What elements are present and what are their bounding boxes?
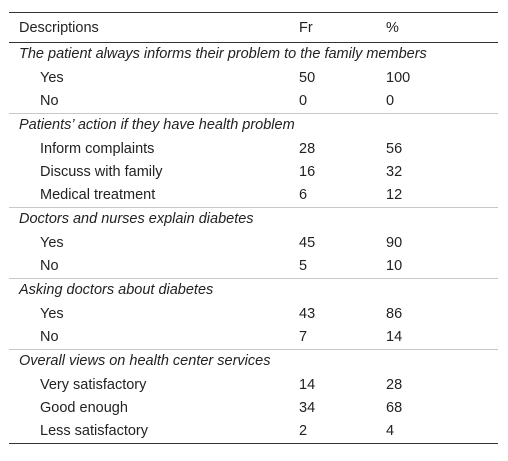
table-body: The patient always informs their problem… xyxy=(9,43,498,445)
row-fr: 7 xyxy=(299,328,308,345)
row-percent: 68 xyxy=(386,399,403,416)
table-row: No 7 14 xyxy=(9,326,498,350)
section-title: Patients’ action if they have health pro… xyxy=(9,112,498,138)
table-row: Good enough 34 68 xyxy=(9,396,498,419)
row-fr: 0 xyxy=(299,92,308,109)
row-label: Yes xyxy=(40,305,64,322)
table-row: Medical treatment 6 12 xyxy=(9,184,498,208)
row-label: Less satisfactory xyxy=(9,419,299,445)
section-title: Asking doctors about diabetes xyxy=(9,277,498,303)
section-title: Overall views on health center services xyxy=(9,348,498,374)
section-row: Overall views on health center services xyxy=(9,348,498,374)
header-row: Descriptions Fr % xyxy=(9,12,498,43)
row-label: Discuss with family xyxy=(40,163,163,180)
row-label: Very satisfactory xyxy=(40,376,147,393)
row-label: Good enough xyxy=(40,399,128,416)
row-label: Yes xyxy=(40,69,64,86)
row-fr: 34 xyxy=(299,399,316,416)
table-row: Yes 50 100 xyxy=(9,66,498,89)
row-fr: 50 xyxy=(299,69,316,86)
table-row: Yes 43 86 xyxy=(9,302,498,325)
row-fr: 43 xyxy=(299,305,316,322)
row-percent: 10 xyxy=(386,258,403,275)
section-row: Patients’ action if they have health pro… xyxy=(9,112,498,138)
row-label: No xyxy=(40,258,59,275)
table-row: Inform complaints 28 56 xyxy=(9,137,498,160)
table-header: Descriptions Fr % xyxy=(9,12,498,43)
row-percent: 14 xyxy=(386,328,403,345)
section-title: Doctors and nurses explain diabetes xyxy=(9,207,498,232)
table-row: Yes 45 90 xyxy=(9,231,498,254)
row-label: No xyxy=(40,92,59,109)
row-label: Inform complaints xyxy=(40,140,155,157)
header-percent: % xyxy=(386,19,399,36)
row-label: Medical treatment xyxy=(40,187,156,204)
row-percent: 4 xyxy=(386,419,498,445)
row-percent: 86 xyxy=(386,305,403,322)
row-percent: 12 xyxy=(386,187,403,204)
header-fr: Fr xyxy=(299,19,313,36)
row-fr: 6 xyxy=(299,187,308,204)
section-row: Doctors and nurses explain diabetes xyxy=(9,207,498,232)
row-fr: 5 xyxy=(299,258,308,275)
row-percent: 90 xyxy=(386,234,403,251)
row-percent: 28 xyxy=(386,376,403,393)
section-title: The patient always informs their problem… xyxy=(19,46,427,63)
data-table: Descriptions Fr % The patient always inf… xyxy=(9,12,498,445)
row-fr: 16 xyxy=(299,163,316,180)
table-row: No 0 0 xyxy=(9,90,498,114)
row-fr: 28 xyxy=(299,140,316,157)
section-row: Asking doctors about diabetes xyxy=(9,277,498,303)
row-label: No xyxy=(40,328,59,345)
row-percent: 100 xyxy=(386,69,411,86)
header-descriptions: Descriptions xyxy=(19,19,99,36)
table-row: Very satisfactory 14 28 xyxy=(9,373,498,396)
table-row: Less satisfactory 2 4 xyxy=(9,419,498,445)
row-percent: 0 xyxy=(386,92,395,109)
table-row: Discuss with family 16 32 xyxy=(9,160,498,183)
section-row: The patient always informs their problem… xyxy=(9,43,498,67)
row-label: Yes xyxy=(40,234,64,251)
data-table-container: Descriptions Fr % The patient always inf… xyxy=(9,12,498,445)
row-fr: 45 xyxy=(299,234,316,251)
row-percent: 56 xyxy=(386,140,403,157)
table-row: No 5 10 xyxy=(9,255,498,279)
row-fr: 14 xyxy=(299,376,316,393)
row-fr: 2 xyxy=(299,419,386,445)
row-percent: 32 xyxy=(386,163,403,180)
